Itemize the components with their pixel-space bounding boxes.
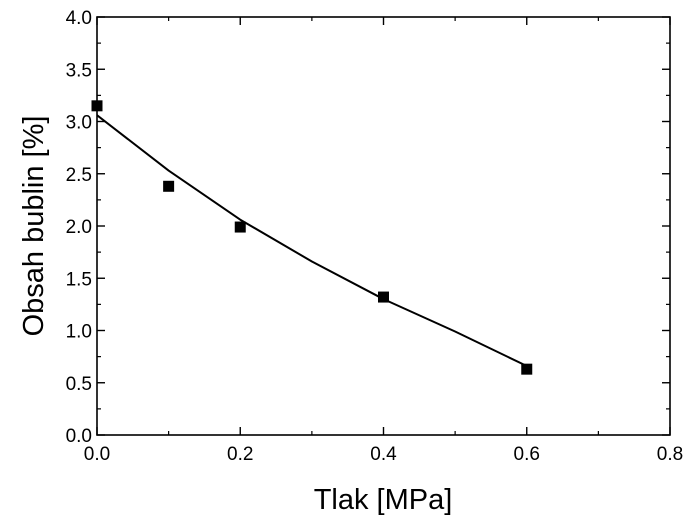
x-tick-label: 0.6 — [514, 444, 540, 465]
axis-ticks — [96, 16, 671, 436]
data-points-layer — [91, 100, 533, 375]
y-tick-label: 1.0 — [66, 322, 92, 343]
x-axis-title: Tlak [MPa] — [314, 484, 453, 516]
x-tick-label: 0.8 — [657, 444, 683, 465]
x-tick-label: 0.2 — [227, 444, 253, 465]
data-point — [234, 221, 246, 233]
y-tick-label: 3.0 — [66, 113, 92, 134]
data-point — [378, 291, 389, 303]
data-point — [521, 363, 533, 375]
y-tick-label: 2.0 — [66, 217, 92, 238]
y-tick-label: 0.5 — [66, 374, 92, 395]
y-tick-label: 0.0 — [66, 426, 92, 447]
y-axis-title: Obsah bublin [%] — [18, 116, 50, 337]
fit-curve-layer — [96, 114, 528, 367]
y-tick-labels: 0.0 0.5 1.0 1.5 2.0 2.5 3.0 3.5 4.0 — [66, 8, 92, 447]
data-point — [91, 100, 103, 112]
x-tick-label: 0.4 — [370, 444, 397, 465]
y-tick-label: 3.5 — [66, 60, 92, 81]
x-tick-label: 0.0 — [84, 444, 110, 465]
plot-frame — [96, 16, 671, 436]
fit-curve — [96, 114, 528, 367]
y-tick-label: 4.0 — [66, 8, 92, 29]
x-tick-labels: 0.0 0.2 0.4 0.6 0.8 — [84, 444, 683, 465]
y-tick-label: 2.5 — [66, 165, 92, 186]
data-point — [163, 180, 175, 192]
y-tick-label: 1.5 — [66, 269, 92, 290]
